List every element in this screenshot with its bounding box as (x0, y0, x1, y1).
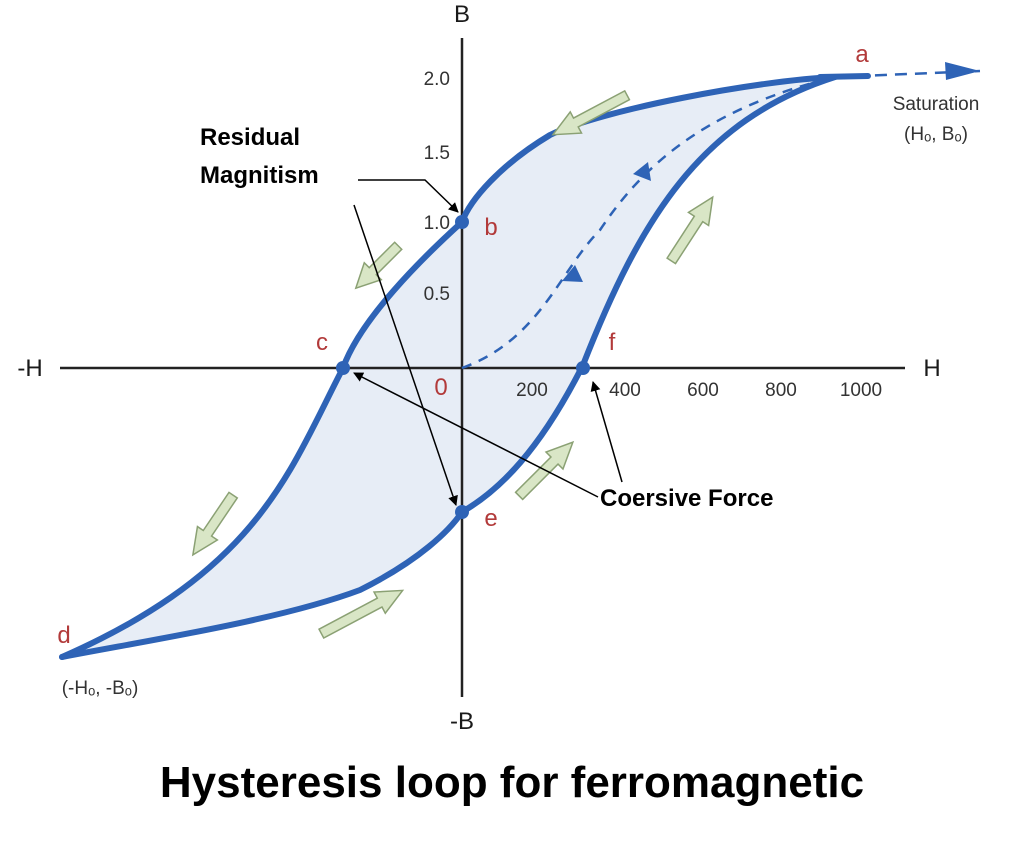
initial-curve-arrow-2 (633, 162, 651, 181)
point-e-label: e (484, 505, 497, 532)
direction-arrow-icon (191, 491, 239, 557)
point-b-marker (455, 215, 469, 229)
x-tick-label: 400 (609, 380, 641, 401)
y-tick-label: 0.5 (424, 284, 450, 305)
initial-curve-arrow-1 (562, 265, 583, 282)
point-b-label: b (484, 214, 497, 241)
x-axis-negative-label: -H (17, 355, 42, 382)
residual-leader-2 (353, 204, 458, 506)
point-f-marker (576, 361, 590, 375)
direction-arrow-icon (354, 241, 403, 290)
saturation-tip (817, 73, 871, 80)
point-d-label: d (57, 622, 70, 649)
saturation-coords-label: (Hₒ, Bₒ) (904, 124, 968, 145)
x-tick-label: 1000 (840, 380, 882, 401)
x-tick-label: 200 (516, 380, 548, 401)
y-axis-positive-label: B (454, 1, 470, 28)
coercive-force-label: Coersive Force (600, 485, 773, 512)
y-tick-label: 1.0 (424, 213, 450, 234)
residual-leader (358, 179, 459, 213)
initial-magnetization-curve (461, 75, 836, 370)
negative-saturation-label: (-Hₒ, -Bₒ) (62, 678, 139, 699)
y-axis-negative-label: -B (450, 708, 474, 735)
point-f-label: f (609, 329, 616, 356)
saturation-arrow (945, 62, 980, 80)
saturation-label: Saturation (893, 94, 980, 115)
point-a-label: a (855, 41, 869, 68)
coercive-leader-2 (590, 381, 623, 483)
direction-arrow-icon (666, 195, 714, 265)
direction-arrow-icon (514, 440, 575, 501)
x-axis-positive-label: H (923, 355, 940, 382)
loop-upper-branch (59, 74, 838, 660)
residual-magnetism-label-line2: Magnitism (200, 162, 319, 189)
direction-arrow-icon (551, 89, 631, 136)
diagram-caption: Hysteresis loop for ferromagnetic (159, 758, 865, 807)
residual-magnetism-label-line1: Residual (200, 124, 300, 151)
y-tick-label: 2.0 (424, 69, 450, 90)
coercive-leader-1 (353, 372, 599, 498)
direction-arrow-icon (318, 589, 405, 640)
x-tick-label: 600 (687, 380, 719, 401)
y-tick-label: 1.5 (424, 143, 450, 164)
origin-label: 0 (434, 374, 447, 401)
loop-lower-branch (59, 74, 838, 660)
point-c-label: c (316, 329, 328, 356)
point-c-marker (336, 361, 350, 375)
point-e-marker (455, 505, 469, 519)
x-tick-label: 800 (765, 380, 797, 401)
